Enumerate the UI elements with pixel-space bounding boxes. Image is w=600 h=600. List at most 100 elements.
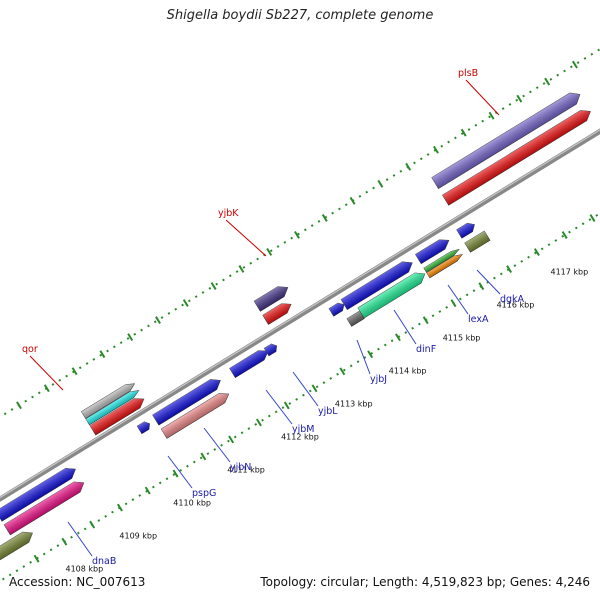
- dnaB-cds: [3, 481, 85, 536]
- yjbK-feature: [253, 286, 289, 312]
- scale-label-4111: 4111 kbp: [227, 465, 265, 474]
- backbone-highlight: [0, 129, 600, 499]
- scale-tick: [488, 111, 495, 120]
- leader-line-qor: [29, 355, 64, 391]
- scale-tick: [33, 554, 40, 563]
- gene-label-yjbL[interactable]: yjbL: [318, 406, 338, 417]
- leader-line-dinF: [393, 309, 417, 345]
- scale-tick: [172, 469, 179, 478]
- lexA-gene: [415, 239, 450, 265]
- gene-label-yjbM[interactable]: yjbM: [292, 424, 315, 435]
- leader-line-lexA: [447, 284, 469, 315]
- dgkA-gene: [456, 222, 475, 239]
- gene-label-plsB[interactable]: plsB: [458, 68, 478, 79]
- leader-line-pspG: [167, 455, 193, 489]
- yjbL-gene: [263, 343, 278, 357]
- scale-tick: [339, 367, 346, 376]
- scale-tick: [16, 401, 22, 410]
- leader-line-dnaB: [67, 521, 93, 557]
- scale-tick: [200, 452, 207, 461]
- scale-tick: [450, 299, 457, 308]
- scale-label-4112: 4112 kbp: [281, 432, 319, 441]
- scale-tick: [460, 128, 467, 137]
- genome-backbone: [0, 128, 600, 502]
- dinF-gene: [340, 261, 413, 311]
- pspG-gene: [136, 421, 150, 435]
- gene-label-dgkA[interactable]: dgkA: [500, 294, 525, 305]
- leader-line-yjbN: [203, 427, 231, 463]
- scale-tick: [117, 503, 123, 512]
- genome-stats: Topology: circular; Length: 4,519,823 bp…: [260, 575, 590, 589]
- plsB-cds: [442, 110, 591, 206]
- accession-label: Accession: NC_007613: [9, 575, 146, 589]
- scale-tick: [294, 230, 300, 239]
- scale-tick: [89, 520, 96, 529]
- yjbM-gene: [229, 350, 269, 379]
- scale-label-4114: 4114 kbp: [389, 366, 427, 375]
- scale-label-4110: 4110 kbp: [173, 498, 211, 507]
- scale-tick: [61, 537, 68, 546]
- yjbJ-gene: [328, 302, 345, 317]
- scale-tick: [394, 333, 401, 342]
- leader-line-yjbK: [225, 219, 267, 257]
- scale-tick: [589, 214, 596, 222]
- scale-label-4108: 4108 kbp: [66, 564, 104, 573]
- scale-label-4113: 4113 kbp: [335, 399, 373, 408]
- dinF-misc: [346, 310, 365, 327]
- scale-tick: [544, 77, 551, 86]
- scale-tick: [561, 231, 568, 239]
- map-title: Shigella boydii Sb227, complete genome: [166, 8, 434, 23]
- gene-label-dnaB[interactable]: dnaB: [92, 556, 116, 567]
- gene-label-pspG[interactable]: pspG: [192, 488, 216, 499]
- qor-gene: [85, 390, 140, 426]
- scale-tick: [210, 282, 217, 290]
- scale-tick: [321, 213, 328, 222]
- scale-tick: [71, 367, 78, 376]
- gene-label-qor[interactable]: qor: [22, 344, 38, 355]
- scale-tick: [377, 179, 384, 188]
- yjbK-cds: [262, 303, 292, 325]
- scale-tick: [571, 60, 578, 69]
- scale-tick: [422, 316, 429, 325]
- scale-tick: [506, 265, 513, 274]
- gene-label-yjbK[interactable]: yjbK: [218, 208, 239, 219]
- scale-tick: [349, 196, 356, 205]
- scale-tick: [99, 350, 106, 359]
- gene-label-yjbJ[interactable]: yjbJ: [370, 374, 387, 385]
- dgkA-misc: [464, 230, 491, 253]
- leader-line-plsB: [465, 79, 500, 116]
- scale-tick: [155, 316, 161, 325]
- scale-tick: [283, 401, 290, 410]
- lexA-cds: [426, 254, 463, 279]
- scale-tick: [367, 350, 374, 359]
- yjbN-cds: [160, 393, 230, 439]
- scale-tick: [266, 248, 273, 256]
- scale-tick: [127, 333, 134, 342]
- dotted-guides: [0, 44, 600, 581]
- scale-tick: [238, 265, 245, 273]
- qor-feature: [80, 383, 136, 419]
- scale-label-4117: 4117 kbp: [551, 267, 589, 276]
- scale-tick: [433, 145, 439, 154]
- dotted-guide-lower: [1, 212, 600, 581]
- leader-line-yjbM: [265, 389, 293, 425]
- feature-track: [0, 92, 591, 565]
- dotted-guide-upper: [0, 48, 600, 419]
- scale-tick: [43, 384, 50, 393]
- scale-tick: [228, 435, 235, 444]
- leader-line-dgkA: [476, 269, 501, 295]
- gene-label-lexA[interactable]: lexA: [468, 314, 489, 325]
- scale-labels: 4108 kbp 4109 kbp 4110 kbp 4111 kbp 4112 kbp…: [66, 267, 589, 573]
- dnaB-gene: [0, 467, 76, 522]
- scale-tick: [256, 418, 262, 427]
- scale-tick: [516, 94, 523, 103]
- dinF-cds: [357, 272, 426, 319]
- scale-tick: [311, 384, 318, 393]
- scale-tick: [533, 248, 540, 257]
- gene-label-yjbN[interactable]: yjbN: [230, 462, 251, 473]
- yjbN-gene: [152, 379, 221, 426]
- scale-label-4115: 4115 kbp: [443, 333, 481, 342]
- gene-label-dinF[interactable]: dinF: [416, 344, 436, 355]
- backbone-line: [0, 128, 600, 502]
